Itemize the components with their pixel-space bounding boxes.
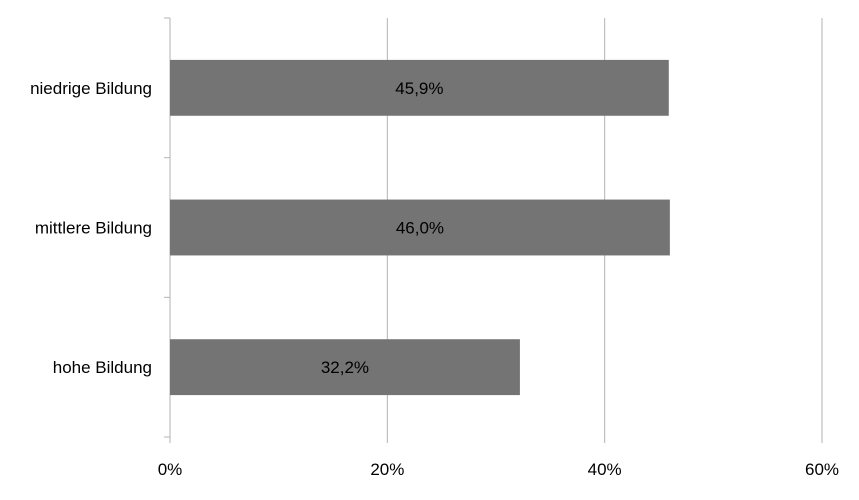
category-label: niedrige Bildung [30,79,152,98]
data-label: 32,2% [321,358,369,377]
bar [170,59,669,116]
x-tick-label: 20% [370,460,404,479]
x-tick-label: 0% [158,460,183,479]
x-tick-label: 60% [805,460,839,479]
category-label: hohe Bildung [53,358,152,377]
category-label: mittlere Bildung [35,219,152,238]
x-tick-label: 40% [588,460,622,479]
bar [170,339,520,396]
data-label: 45,9% [395,79,443,98]
bar [170,199,670,256]
data-label: 46,0% [396,219,444,238]
labels: 0% 20% 40% 60% niedrige Bildung 45,9% mittlere… [30,79,839,479]
bars [170,59,670,396]
